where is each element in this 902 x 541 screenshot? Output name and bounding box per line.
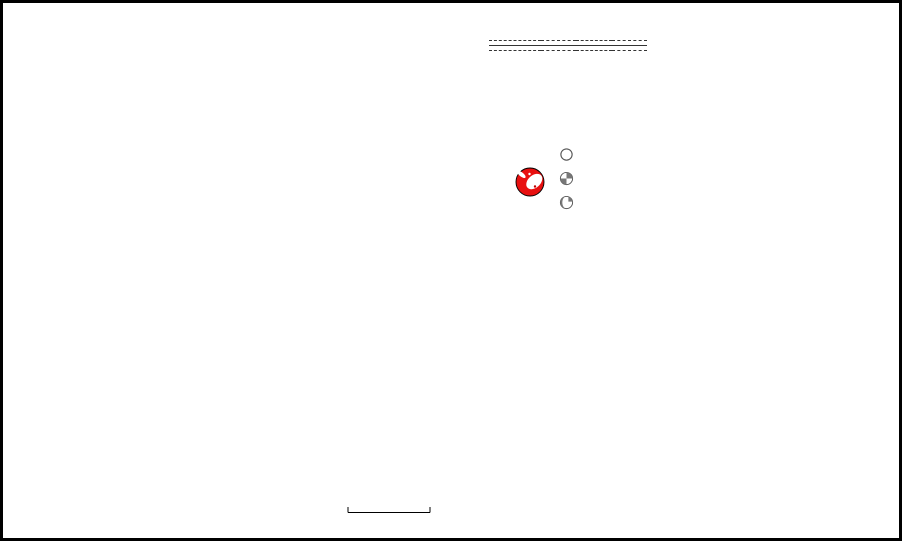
iso-icon xyxy=(560,147,573,161)
misfit-reduction-chart xyxy=(641,53,902,217)
table-row xyxy=(489,40,647,46)
nodal-planes-table xyxy=(489,36,647,51)
col-strike xyxy=(541,36,577,41)
col-rake xyxy=(611,36,647,41)
focal-mechanism-beachball xyxy=(515,167,545,197)
time-scale-bar xyxy=(347,507,431,513)
decomposition-panel xyxy=(559,145,579,217)
clvd-icon xyxy=(559,195,574,209)
taiwan-map xyxy=(645,216,902,532)
table-row xyxy=(489,45,647,51)
dc-icon xyxy=(559,171,574,185)
best-fit-panel xyxy=(489,17,651,51)
col-dip xyxy=(576,36,612,41)
